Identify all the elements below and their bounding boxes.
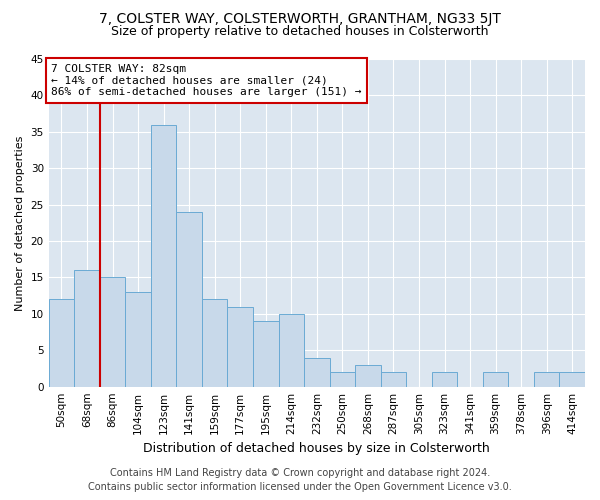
- Bar: [534, 372, 559, 386]
- Bar: [304, 358, 329, 386]
- Bar: [432, 372, 457, 386]
- Text: 7, COLSTER WAY, COLSTERWORTH, GRANTHAM, NG33 5JT: 7, COLSTER WAY, COLSTERWORTH, GRANTHAM, …: [99, 12, 501, 26]
- Bar: [100, 278, 125, 386]
- Bar: [49, 300, 74, 386]
- Bar: [380, 372, 406, 386]
- Bar: [202, 300, 227, 386]
- Bar: [559, 372, 585, 386]
- Bar: [74, 270, 100, 386]
- Bar: [278, 314, 304, 386]
- Bar: [227, 306, 253, 386]
- Bar: [151, 124, 176, 386]
- Bar: [329, 372, 355, 386]
- Bar: [483, 372, 508, 386]
- Text: 7 COLSTER WAY: 82sqm
← 14% of detached houses are smaller (24)
86% of semi-detac: 7 COLSTER WAY: 82sqm ← 14% of detached h…: [52, 64, 362, 97]
- Bar: [355, 365, 380, 386]
- Text: Size of property relative to detached houses in Colsterworth: Size of property relative to detached ho…: [111, 25, 489, 38]
- Text: Contains HM Land Registry data © Crown copyright and database right 2024.
Contai: Contains HM Land Registry data © Crown c…: [88, 468, 512, 492]
- Y-axis label: Number of detached properties: Number of detached properties: [15, 135, 25, 310]
- Bar: [253, 321, 278, 386]
- Bar: [125, 292, 151, 386]
- Bar: [176, 212, 202, 386]
- X-axis label: Distribution of detached houses by size in Colsterworth: Distribution of detached houses by size …: [143, 442, 490, 455]
